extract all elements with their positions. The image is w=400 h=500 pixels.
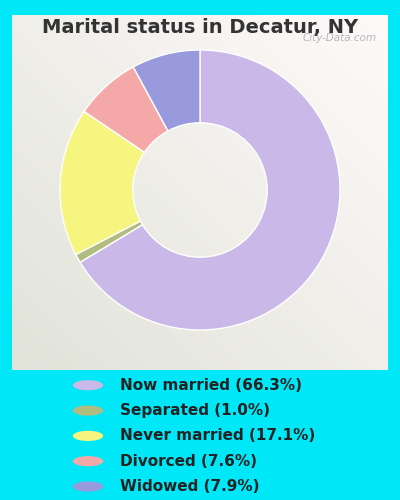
Wedge shape bbox=[80, 50, 340, 330]
Circle shape bbox=[73, 456, 103, 466]
Text: City-Data.com: City-Data.com bbox=[302, 33, 377, 43]
Circle shape bbox=[73, 380, 103, 390]
Wedge shape bbox=[60, 112, 144, 255]
Wedge shape bbox=[84, 67, 168, 152]
Text: Never married (17.1%): Never married (17.1%) bbox=[120, 428, 315, 444]
Wedge shape bbox=[76, 221, 142, 262]
Text: Separated (1.0%): Separated (1.0%) bbox=[120, 403, 270, 418]
Wedge shape bbox=[133, 50, 200, 131]
Text: Now married (66.3%): Now married (66.3%) bbox=[120, 378, 302, 393]
Circle shape bbox=[73, 406, 103, 415]
Circle shape bbox=[73, 482, 103, 492]
Text: Widowed (7.9%): Widowed (7.9%) bbox=[120, 479, 260, 494]
Text: Marital status in Decatur, NY: Marital status in Decatur, NY bbox=[42, 18, 358, 36]
Text: Divorced (7.6%): Divorced (7.6%) bbox=[120, 454, 257, 468]
Circle shape bbox=[73, 430, 103, 441]
